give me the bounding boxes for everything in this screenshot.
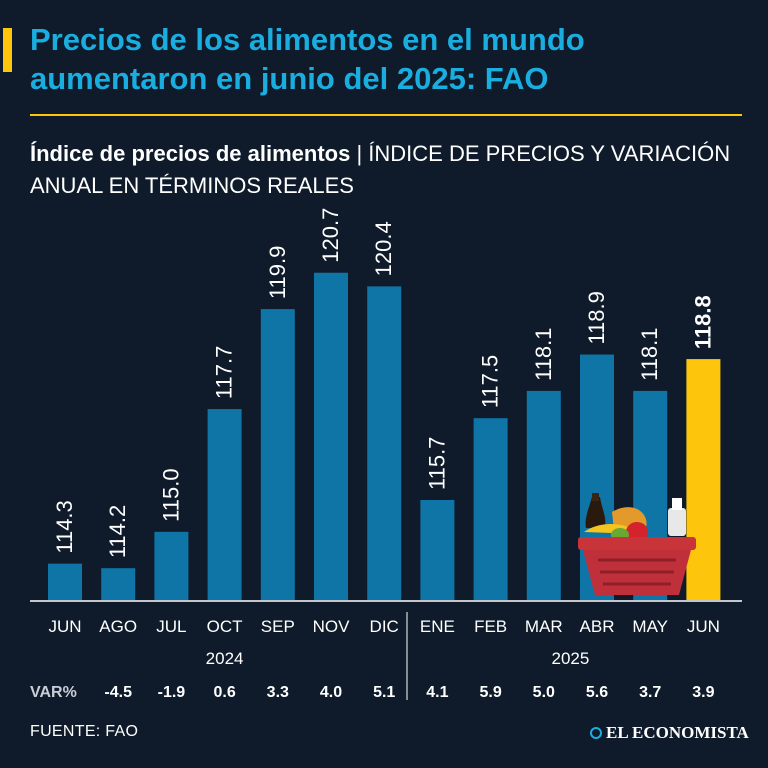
- bar-6: [314, 272, 348, 600]
- bar-4: [207, 409, 242, 600]
- x-tick-label-11: ABR: [580, 617, 615, 636]
- bar-value-label-10: 118.1: [531, 327, 556, 380]
- x-tick-label-3: JUL: [156, 617, 186, 636]
- bar-value-label-13: 118.8: [690, 295, 715, 349]
- var-value-11: 5.6: [586, 684, 608, 701]
- bar-value-label-8: 115.7: [424, 437, 449, 490]
- x-tick-label-1: JUN: [48, 617, 81, 636]
- x-tick-label-5: SEP: [261, 617, 295, 636]
- var-value-10: 5.0: [533, 684, 555, 701]
- x-tick-label-4: OCT: [207, 617, 243, 636]
- year-labels-group: 2024 2025: [206, 649, 590, 668]
- x-tick-label-7: DIC: [370, 617, 399, 636]
- var-value-5: 3.3: [267, 684, 289, 701]
- var-row-group: -4.5 -1.9 0.6 3.3 4.0 5.1 4.1 5.9 5.0 5.6 3.7 3.9 VA…: [30, 684, 715, 701]
- subtitle-separator: |: [350, 141, 369, 166]
- bar-value-label-7: 120.4: [371, 221, 396, 276]
- var-value-7: 5.1: [373, 684, 395, 701]
- x-tick-label-8: ENE: [420, 617, 455, 636]
- year-label-2024: 2024: [206, 649, 244, 668]
- bar-5: [260, 309, 295, 600]
- bar-value-label-12: 118.1: [637, 327, 662, 380]
- bar-value-label-6: 120.7: [318, 208, 343, 263]
- bar-value-label-3: 115.0: [158, 468, 183, 521]
- bar-1: [48, 563, 82, 600]
- bar-8: [420, 500, 455, 600]
- x-tick-label-2: AGO: [99, 617, 137, 636]
- bar-value-label-1: 114.3: [52, 500, 77, 553]
- bar-value-label-9: 117.5: [478, 355, 503, 408]
- var-value-2: -4.5: [104, 684, 132, 701]
- var-value-9: 5.9: [479, 684, 501, 701]
- var-row-label: VAR%: [30, 684, 77, 701]
- bar-9: [473, 418, 508, 600]
- x-tick-label-6: NOV: [313, 617, 351, 636]
- bar-7: [367, 286, 402, 600]
- subtitle-bold: Índice de precios de alimentos: [30, 141, 351, 166]
- bar-value-label-4: 117.7: [212, 346, 237, 399]
- x-tick-label-12: MAY: [632, 617, 668, 636]
- x-tick-labels-group: JUN AGO JUL OCT SEP NOV DIC ENE FEB MAR ABR MAY JUN: [48, 617, 719, 636]
- bar-2: [101, 568, 136, 600]
- var-value-13: 3.9: [692, 684, 714, 701]
- var-value-3: -1.9: [158, 684, 186, 701]
- x-tick-label-9: FEB: [474, 617, 507, 636]
- bar-value-label-5: 119.9: [265, 246, 290, 299]
- chart-subtitle: Índice de precios de alimentos | ÍNDICE …: [30, 138, 750, 202]
- title-accent-bar: [3, 28, 12, 72]
- x-tick-label-10: MAR: [525, 617, 563, 636]
- x-tick-label-13: JUN: [687, 617, 720, 636]
- var-value-8: 4.1: [426, 684, 448, 701]
- year-label-2025: 2025: [551, 649, 589, 668]
- bar-value-label-2: 114.2: [105, 505, 130, 558]
- bar-value-label-11: 118.9: [584, 291, 609, 344]
- grocery-basket-icon: [578, 493, 696, 595]
- subtitle-rest: ÍNDICE DE PRECIOS Y VARIACIÓN ANUAL EN T…: [30, 141, 731, 198]
- bar-13: [686, 359, 721, 600]
- source-note: FUENTE: FAO: [30, 723, 139, 740]
- title-divider: [30, 114, 742, 116]
- brand-name: EL ECONOMISTA: [606, 723, 749, 742]
- bar-3: [154, 531, 189, 600]
- var-value-4: 0.6: [213, 684, 235, 701]
- var-value-6: 4.0: [320, 684, 342, 701]
- brand-mark-icon: [590, 727, 602, 739]
- var-value-12: 3.7: [639, 684, 661, 701]
- brand-logo: EL ECONOMISTA: [590, 723, 749, 743]
- page-title: Precios de los alimentos en el mundo aum…: [30, 22, 585, 96]
- bar-10: [526, 390, 561, 600]
